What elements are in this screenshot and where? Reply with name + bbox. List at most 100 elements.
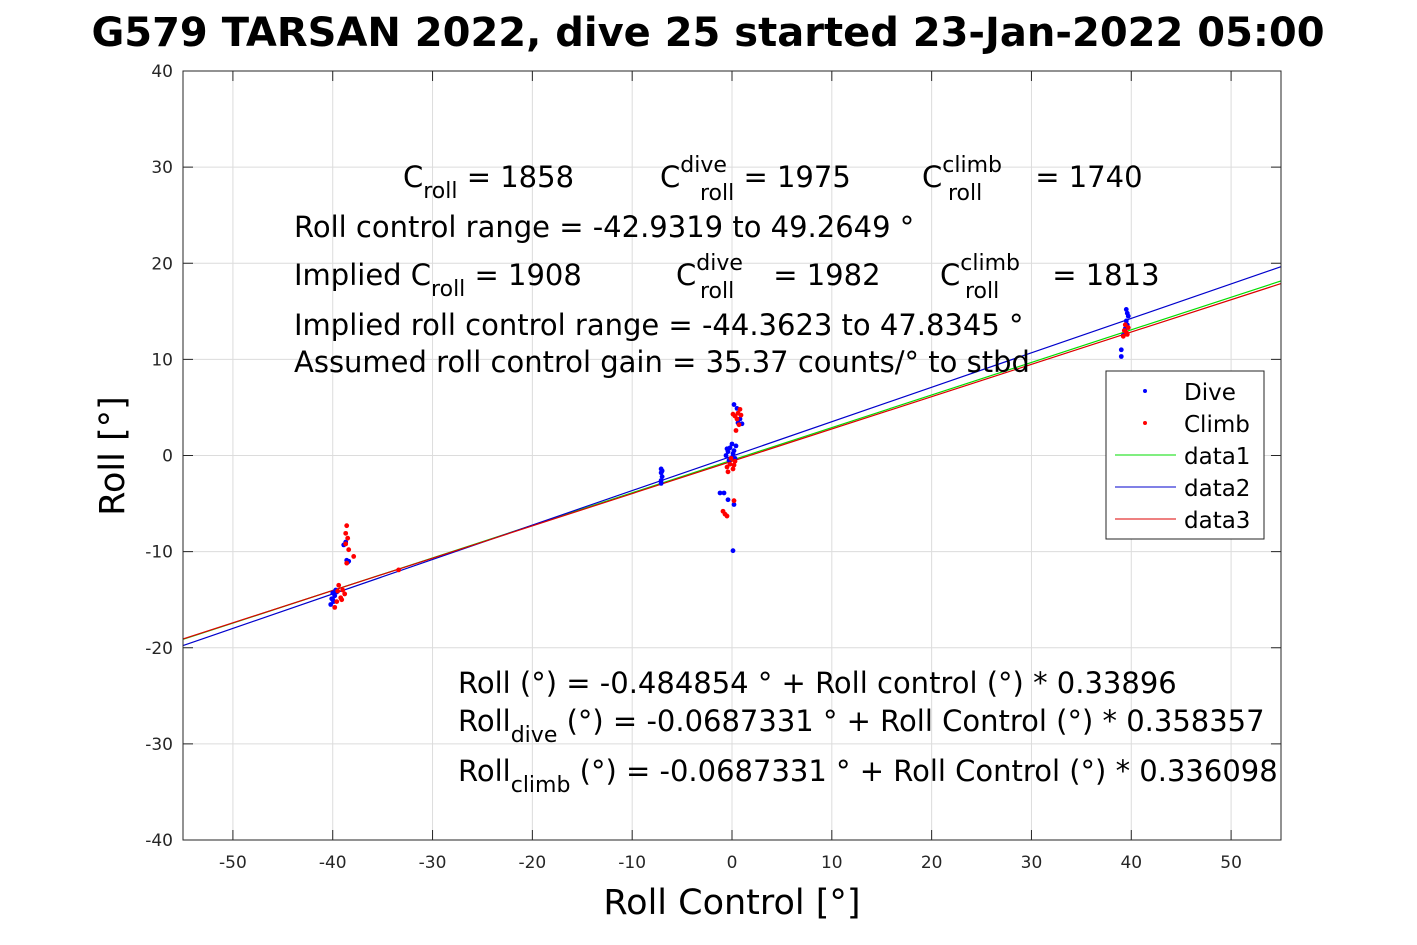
point-climb (737, 406, 743, 412)
point-climb (345, 535, 351, 541)
legend-label-climb: Climb (1184, 412, 1250, 438)
annot-implied-range: Implied roll control range = -44.3623 to… (294, 308, 1024, 342)
annotations: Croll = 1858 Cdive roll = 1975 Cclimb roll… (294, 153, 1278, 798)
plot-frame (182, 70, 1282, 841)
point-dive (729, 441, 735, 447)
legend-label-data3: data3 (1184, 508, 1250, 534)
point-climb (728, 455, 734, 461)
annot-implied-c-roll-climb: Cclimb roll = 1813 (940, 251, 1160, 304)
x-tick-label: 20 (921, 853, 943, 873)
x-tick-label: 30 (1021, 853, 1043, 873)
x-tick-label: -50 (219, 853, 247, 873)
point-dive (731, 402, 737, 407)
point-dive (731, 502, 737, 507)
legend-label-dive: Dive (1184, 380, 1236, 406)
point-climb (738, 412, 744, 418)
annot-roll-range: Roll control range = -42.9319 to 49.2649… (294, 210, 914, 244)
annot-fit: Roll (°) = -0.484854 ° + Roll control (°… (458, 666, 1177, 700)
point-dive (1118, 347, 1124, 353)
point-climb (1120, 333, 1126, 339)
x-axis-label: Roll Control [°] (603, 883, 860, 923)
point-dive (730, 548, 736, 554)
y-tick-label: -30 (145, 735, 173, 755)
y-axis-ticks: -40 -30 -20 -10 0 10 20 30 40 (145, 62, 1281, 851)
y-axis-label: Roll [°] (93, 396, 133, 516)
point-dive (1125, 313, 1131, 319)
x-tick-label: -40 (319, 853, 347, 873)
point-climb (344, 560, 350, 566)
point-climb (730, 466, 736, 472)
x-tick-label: -30 (419, 853, 447, 873)
x-tick-label: -10 (618, 853, 646, 873)
y-tick-label: 0 (162, 447, 173, 467)
y-tick-label: 30 (151, 158, 173, 178)
point-dive (328, 602, 334, 607)
point-climb (724, 513, 730, 519)
chart-title: G579 TARSAN 2022, dive 25 started 23-Jan… (91, 10, 1324, 56)
point-climb (396, 567, 402, 573)
point-climb (727, 461, 733, 467)
point-climb (351, 554, 357, 559)
point-climb (343, 541, 349, 547)
point-climb (332, 604, 338, 610)
x-tick-label: 10 (821, 853, 843, 873)
point-climb (344, 523, 350, 529)
point-dive (717, 490, 723, 496)
point-climb (732, 458, 738, 464)
point-climb (1124, 331, 1130, 337)
point-dive (1118, 354, 1124, 359)
point-climb (342, 591, 348, 597)
point-climb (731, 498, 737, 504)
point-climb (724, 464, 730, 470)
y-tick-label: 20 (151, 254, 173, 274)
point-dive (1123, 306, 1129, 312)
x-tick-label: 40 (1120, 853, 1142, 873)
fit-line-data3 (182, 283, 1282, 640)
y-tick-label: -20 (145, 639, 173, 659)
point-climb (336, 582, 342, 588)
point-dive (658, 480, 664, 486)
x-tick-label: -20 (518, 853, 546, 873)
annot-implied-c-roll-dive: Cdive roll = 1982 (676, 251, 881, 304)
point-dive (332, 593, 338, 599)
point-climb (335, 588, 341, 594)
legend-label-data2: data2 (1184, 476, 1250, 502)
point-dive (723, 453, 729, 458)
point-climb (725, 469, 731, 475)
point-climb (736, 422, 742, 428)
annot-c-roll-dive: Cdive roll = 1975 (660, 153, 851, 206)
point-climb (734, 416, 740, 422)
legend-marker-climb (1143, 421, 1147, 425)
point-dive (721, 490, 727, 496)
y-tick-label: -10 (145, 543, 173, 563)
legend-marker-dive (1143, 389, 1147, 393)
x-tick-label: 0 (727, 853, 738, 873)
point-climb (343, 530, 349, 536)
point-climb (1122, 322, 1128, 328)
legend-label-data1: data1 (1184, 444, 1250, 470)
annot-implied-c-roll: Implied Croll = 1908 (294, 258, 582, 302)
scatter-points (328, 306, 1131, 610)
point-dive (659, 474, 665, 480)
x-axis-ticks: -50 -40 -30 -20 -10 0 10 20 30 40 50 (219, 71, 1242, 873)
y-tick-label: -40 (145, 831, 173, 851)
legend: Dive Climb data1 data2 data3 (1105, 370, 1265, 540)
annot-fit-dive: Rolldive (°) = -0.0687331 ° + Roll Contr… (458, 704, 1265, 748)
point-dive (1123, 318, 1129, 324)
point-climb (339, 597, 345, 603)
point-climb (731, 462, 737, 468)
point-dive (730, 451, 736, 456)
y-tick-label: 10 (151, 350, 173, 370)
point-climb (334, 599, 340, 605)
point-dive (659, 468, 665, 474)
annot-fit-climb: Rollclimb (°) = -0.0687331 ° + Roll Cont… (458, 754, 1278, 798)
point-dive (733, 443, 739, 449)
annot-gain: Assumed roll control gain = 35.37 counts… (294, 345, 1030, 379)
point-climb (346, 547, 352, 553)
point-climb (733, 428, 739, 433)
point-climb (340, 587, 346, 593)
point-dive (725, 497, 731, 503)
point-climb (1125, 325, 1131, 331)
annot-c-roll-climb: Cclimb roll = 1740 (922, 153, 1143, 206)
